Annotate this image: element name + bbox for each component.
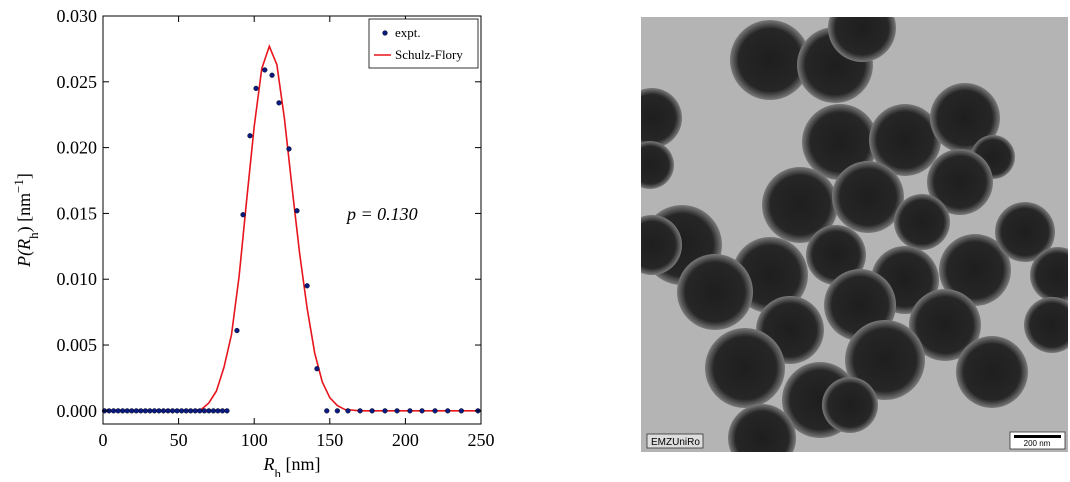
data-point — [394, 408, 400, 414]
data-point — [115, 408, 121, 414]
data-point — [142, 408, 148, 414]
y-axis-label-part: −1 — [11, 179, 26, 193]
data-point — [253, 85, 259, 91]
y-tick-label: 0.000 — [57, 401, 98, 421]
data-point — [314, 366, 320, 372]
x-tick-label: 150 — [316, 430, 343, 450]
legend-box — [368, 18, 479, 69]
x-tick-label: 100 — [241, 430, 268, 450]
y-axis-label-part: P(R — [14, 239, 35, 268]
legend-label: expt. — [395, 25, 421, 40]
micrograph: EMZUniRo 200 nm — [641, 17, 1068, 452]
x-axis-label-part: h — [275, 466, 282, 478]
data-point — [269, 72, 275, 78]
data-point — [234, 327, 240, 334]
data-point — [345, 408, 351, 414]
data-point — [247, 133, 253, 139]
data-point — [419, 408, 425, 414]
data-point — [206, 408, 212, 414]
y-tick-label: 0.030 — [57, 6, 98, 26]
data-point — [210, 408, 216, 414]
data-point — [188, 408, 194, 414]
annotation: p = 0.130 — [345, 204, 418, 224]
data-point — [276, 100, 282, 106]
watermark-box — [646, 433, 704, 449]
data-point — [201, 408, 207, 414]
y-tick-label: 0.025 — [57, 72, 98, 92]
data-point — [192, 408, 198, 414]
data-point — [133, 408, 139, 414]
data-point — [294, 208, 300, 214]
data-point — [357, 408, 363, 414]
data-point — [151, 408, 158, 414]
y-axis-label-part: ] — [14, 173, 34, 179]
x-tick-label: 250 — [468, 430, 495, 450]
data-point — [197, 408, 203, 414]
x-axis-label-part: [nm] — [281, 454, 321, 474]
legend-swatch — [382, 30, 388, 36]
plot-frame — [102, 15, 482, 425]
data-point — [174, 408, 180, 414]
data-point — [215, 408, 221, 414]
plot: 0 50 100 150 200 250 0.000 0.005 0.010 0.015 0.020… — [11, 6, 495, 481]
data-point — [286, 146, 292, 152]
data-point — [407, 408, 413, 414]
x-tick-label: 0 — [99, 430, 108, 450]
y-tick-label: 0.005 — [57, 335, 98, 355]
y-tick-label: 0.015 — [57, 203, 98, 223]
data-point — [324, 408, 330, 414]
y-tick-label: 0.010 — [57, 269, 98, 289]
data-point — [369, 408, 375, 414]
data-point — [304, 283, 310, 289]
data-point — [445, 408, 451, 414]
legend-label: Schulz-Flory — [395, 47, 463, 62]
data-point — [432, 408, 438, 414]
y-tick-label: 0.020 — [57, 138, 98, 158]
data-point — [110, 408, 117, 414]
scale-bar — [1014, 435, 1061, 438]
y-axis-label-part: h — [26, 232, 41, 239]
data-point — [160, 408, 167, 414]
data-point — [156, 408, 162, 414]
data-point — [183, 408, 189, 414]
y-axis-label-part: ) [nm — [14, 193, 35, 233]
data-point — [224, 408, 230, 414]
y-axis-label: P(Rh) [nm−1] — [11, 173, 41, 268]
data-point — [458, 408, 464, 414]
fit-line — [103, 43, 481, 412]
data-point — [129, 408, 135, 414]
x-axis-label-part: R — [263, 454, 275, 474]
x-axis-label: Rh [nm] — [263, 454, 321, 477]
data-point — [240, 212, 246, 218]
data-point — [147, 408, 153, 414]
particles — [641, 17, 1068, 452]
data-point — [138, 408, 144, 414]
data-point — [262, 67, 268, 73]
data-point — [179, 408, 185, 414]
data-point — [334, 408, 340, 414]
watermark: EMZUniRo — [651, 437, 700, 448]
data-point — [124, 408, 130, 414]
scale-label: 200 nm — [1024, 439, 1051, 448]
x-tick-label: 200 — [392, 430, 419, 450]
data-point — [219, 408, 226, 414]
data-point — [165, 408, 171, 414]
x-tick-label: 50 — [170, 430, 188, 450]
data-point — [169, 408, 176, 414]
data-point — [382, 408, 388, 414]
data-point — [120, 408, 126, 414]
